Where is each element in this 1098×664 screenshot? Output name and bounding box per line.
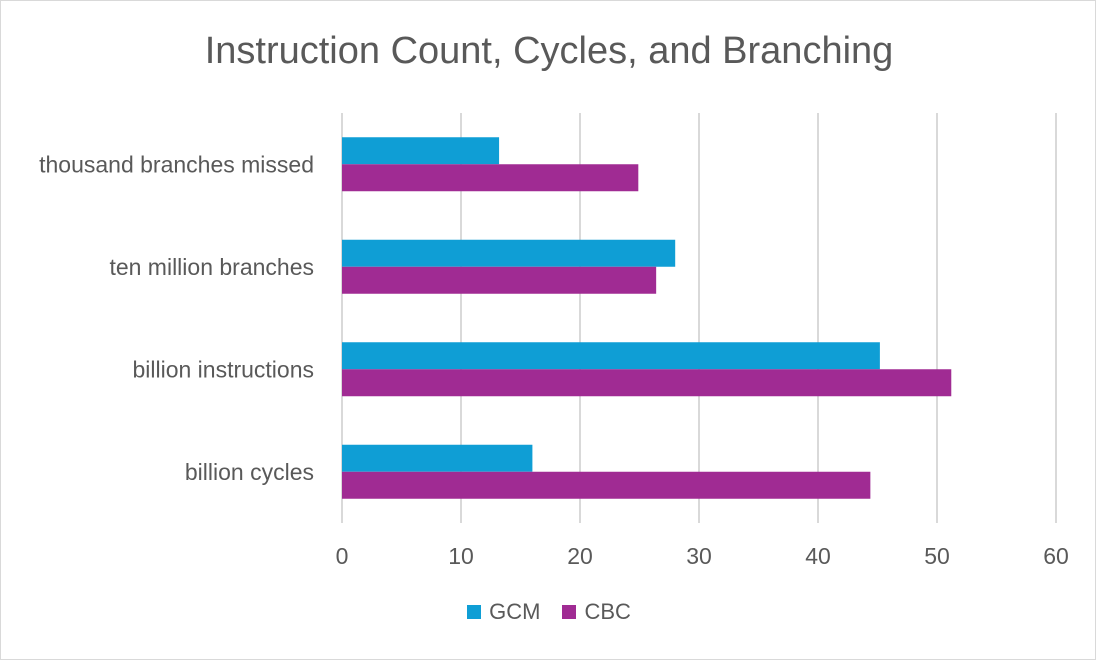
bar-cbc-billion-cycles: [342, 471, 871, 499]
x-tick-label-30: 30: [686, 543, 712, 569]
y-category-label-thousand-branches-missed: thousand branches missed: [39, 151, 314, 177]
bar-cbc-billion-instructions: [342, 369, 952, 397]
bar-cbc-ten-million-branches: [342, 266, 657, 294]
bar-gcm-billion-instructions: [342, 342, 880, 370]
x-tick-label-40: 40: [805, 543, 831, 569]
bar-cbc-thousand-branches-missed: [342, 164, 639, 192]
label-layer: 0 10 20 30 40 50 60 thousand branches missed ten…: [39, 151, 1069, 569]
legend: GCM CBC: [1, 599, 1097, 625]
chart-title: Instruction Count, Cycles, and Branching: [204, 30, 894, 72]
y-category-label-billion-instructions: billion instructions: [132, 356, 314, 382]
legend-label-cbc: CBC: [584, 599, 631, 624]
y-category-label-ten-million-branches: ten million branches: [109, 254, 314, 280]
bar-gcm-billion-cycles: [342, 444, 533, 472]
x-tick-label-60: 60: [1043, 543, 1069, 569]
x-tick-label-50: 50: [924, 543, 950, 569]
bar-gcm-thousand-branches-missed: [342, 137, 500, 165]
legend-item-gcm: GCM: [467, 599, 540, 625]
x-tick-label-0: 0: [336, 543, 349, 569]
legend-swatch-cbc: [562, 605, 577, 619]
x-tick-label-20: 20: [567, 543, 593, 569]
bar-layer: [342, 137, 952, 499]
legend-label-gcm: GCM: [489, 599, 541, 624]
x-tick-label-10: 10: [448, 543, 474, 569]
legend-item-cbc: CBC: [562, 599, 631, 625]
y-category-label-billion-cycles: billion cycles: [185, 459, 314, 485]
bar-gcm-ten-million-branches: [342, 239, 676, 267]
legend-swatch-gcm: [467, 605, 482, 619]
